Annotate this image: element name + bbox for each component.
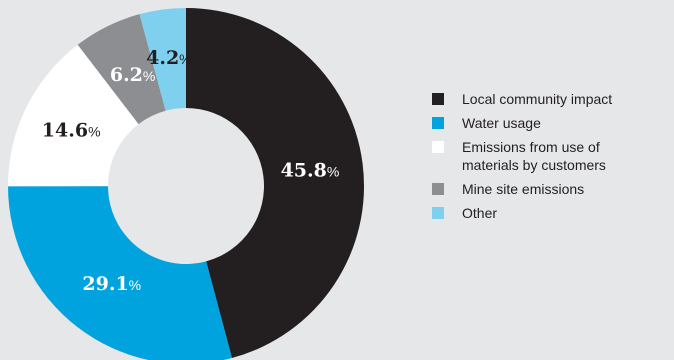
donut-slice-emissions-from-use-of-materials-by-customers [8,44,139,187]
slice-label-mine-site-emissions: 6.2% [110,64,156,86]
legend-label: Local community impact [462,91,613,107]
legend-swatch [432,93,444,105]
slice-label-water-usage: 29.1% [82,273,141,295]
legend-item-mine-site-emissions: Mine site emissions [432,180,672,198]
donut-slice-mine-site-emissions [77,14,166,125]
slice-label-local-community-impact: 45.8% [281,160,340,182]
donut-slice-other [139,8,186,111]
donut-slice-local-community-impact [186,8,365,358]
slice-labels: 45.8% 29.1% 14.6% 6.2%4.2% [42,47,340,295]
legend-item-local-community-impact: Local community impact [432,90,672,108]
legend-swatch [432,183,444,195]
legend-label: Other [462,205,498,221]
legend-item-emissions-customers: Emissions from use of materials by custo… [432,138,672,174]
legend-swatch [432,117,444,129]
donut-slices [8,8,365,360]
legend-label: Mine site emissions [462,181,585,197]
legend-item-other: Other [432,204,672,222]
legend: Local community impact Water usage Emiss… [432,90,672,228]
legend-label: Emissions from use of materials by custo… [462,139,606,173]
donut-slice-water-usage [8,186,232,360]
legend-label: Water usage [462,115,541,131]
slice-label-other: 4.2% [146,47,192,69]
legend-swatch [432,141,444,153]
slice-label-emissions-from-use-of-materials-by-customers: 14.6% [42,119,101,141]
legend-item-water-usage: Water usage [432,114,672,132]
legend-swatch [432,207,444,219]
